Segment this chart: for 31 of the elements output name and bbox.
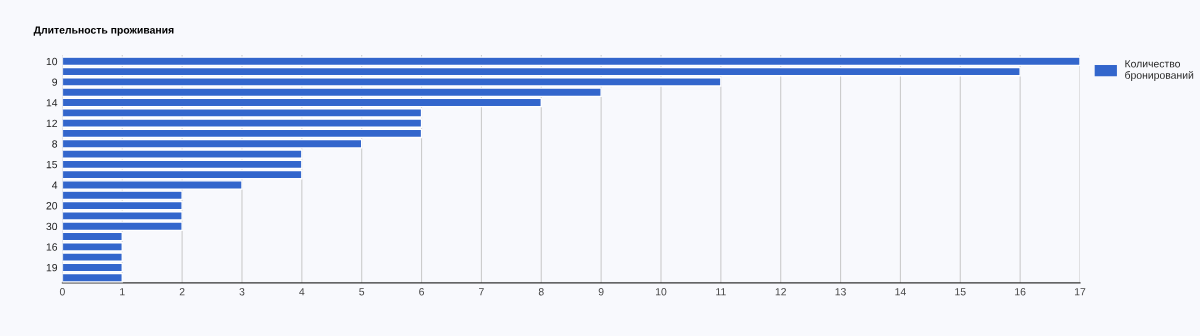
x-tick-label: 8	[538, 288, 544, 296]
x-tick-label: 4	[299, 288, 305, 296]
x-tick-label: 16	[1015, 288, 1026, 296]
y-tick-label: 8	[52, 140, 58, 148]
y-tick-label: 19	[46, 263, 58, 272]
y-tick-label: 12	[46, 119, 58, 127]
y-tick-label: 15	[46, 160, 58, 169]
x-tick-label: 14	[895, 288, 906, 296]
legend-label: Количество бронирований	[1125, 60, 1194, 81]
x-tick-label: 2	[179, 288, 185, 296]
x-tick-label: 7	[479, 288, 484, 296]
x-tick-label: 6	[419, 288, 424, 296]
chart-title: Длительность проживания	[33, 26, 174, 36]
x-tick-label: 9	[598, 288, 604, 296]
x-tick-label: 17	[1075, 288, 1086, 296]
y-tick-label: 16	[46, 243, 58, 251]
x-tick-label: 5	[359, 288, 365, 296]
y-tick-label: 30	[46, 222, 58, 231]
x-tick-label: 0	[59, 288, 65, 296]
x-tick-label: 11	[716, 288, 726, 296]
y-tick-label: 14	[46, 99, 58, 107]
x-tick-label: 13	[835, 288, 846, 296]
y-tick-label: 10	[46, 57, 58, 66]
x-tick-label: 3	[239, 288, 245, 296]
x-tick-label: 1	[120, 288, 125, 296]
y-tick-label: 4	[51, 181, 58, 189]
x-tick-label: 10	[655, 288, 667, 296]
y-tick-label: 20	[46, 202, 58, 210]
x-tick-label: 15	[955, 288, 966, 296]
y-tick-label: 9	[52, 78, 58, 86]
x-tick-label: 12	[775, 288, 786, 296]
